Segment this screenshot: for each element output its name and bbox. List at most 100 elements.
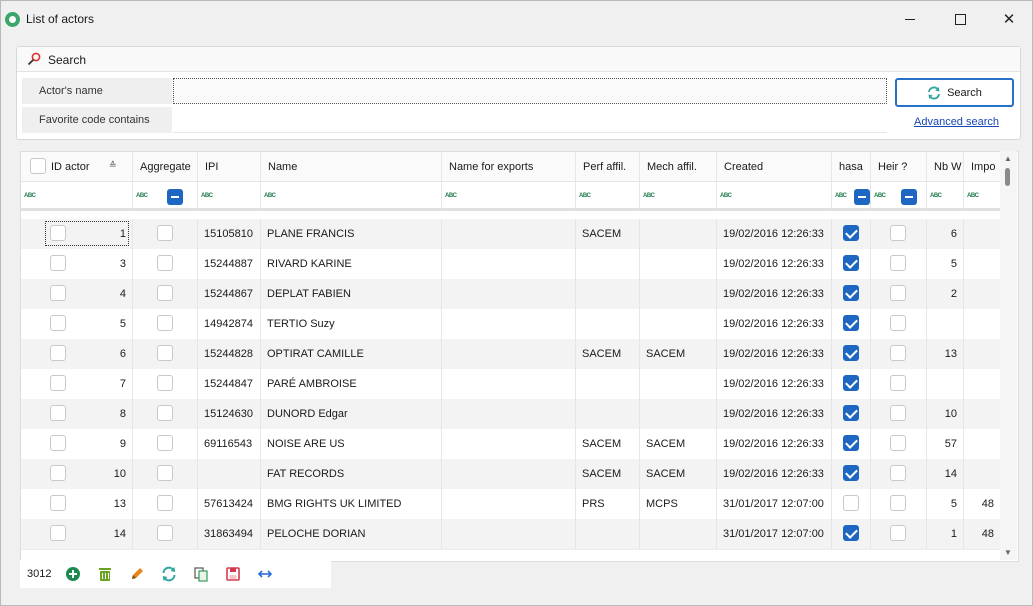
cell-export-name[interactable] bbox=[442, 279, 576, 309]
cell-ipi[interactable]: 15244867 bbox=[198, 279, 261, 309]
cell-name[interactable]: NOISE ARE US bbox=[261, 429, 442, 459]
cell-perf[interactable] bbox=[576, 399, 640, 429]
cell-nbw[interactable]: 13 bbox=[927, 339, 964, 369]
table-row[interactable]: 3 15244887 RIVARD KARINE 19/02/2016 12:26:3… bbox=[21, 249, 1001, 280]
cell-perf[interactable]: PRS bbox=[576, 489, 640, 519]
row-select-checkbox[interactable] bbox=[50, 285, 66, 301]
column-header-impo[interactable]: Impo bbox=[964, 152, 1001, 182]
aggregate-checkbox[interactable] bbox=[157, 465, 173, 481]
cell-export-name[interactable] bbox=[442, 309, 576, 339]
filter-ipi[interactable]: ABC bbox=[198, 182, 261, 211]
cell-aggregate[interactable] bbox=[133, 219, 198, 249]
cell-nbw[interactable]: 14 bbox=[927, 459, 964, 489]
vertical-scrollbar[interactable]: ▲ ▼ bbox=[1000, 151, 1017, 560]
cell-mech[interactable] bbox=[640, 399, 717, 429]
cell-perf[interactable]: SACEM bbox=[576, 339, 640, 369]
cell-heir[interactable] bbox=[871, 429, 927, 459]
cell-heir[interactable] bbox=[871, 459, 927, 489]
cell-impo[interactable]: 48 bbox=[964, 519, 1001, 549]
cell-hasa[interactable] bbox=[832, 429, 871, 459]
aggregate-checkbox[interactable] bbox=[157, 285, 173, 301]
aggregate-checkbox[interactable] bbox=[157, 405, 173, 421]
cell-created[interactable]: 19/02/2016 12:26:33 bbox=[717, 339, 832, 369]
cell-impo[interactable] bbox=[964, 309, 1001, 339]
scroll-down-icon[interactable]: ▼ bbox=[1004, 548, 1012, 557]
cell-impo[interactable] bbox=[964, 459, 1001, 489]
table-row[interactable]: 9 69116543 NOISE ARE US SACEM SACEM 19/02/201… bbox=[21, 429, 1001, 460]
cell-hasa[interactable] bbox=[832, 459, 871, 489]
column-header-nb-works[interactable]: Nb W bbox=[927, 152, 964, 182]
cell-nbw[interactable]: 2 bbox=[927, 279, 964, 309]
aggregate-checkbox[interactable] bbox=[157, 495, 173, 511]
cell-hasa[interactable] bbox=[832, 399, 871, 429]
cell-impo[interactable] bbox=[964, 369, 1001, 399]
cell-heir[interactable] bbox=[871, 369, 927, 399]
scroll-thumb[interactable] bbox=[1005, 168, 1010, 186]
hasa-checkbox[interactable] bbox=[843, 495, 859, 511]
cell-nbw[interactable]: 6 bbox=[927, 219, 964, 249]
cell-aggregate[interactable] bbox=[133, 459, 198, 489]
cell-name[interactable]: FAT RECORDS bbox=[261, 459, 442, 489]
cell-heir[interactable] bbox=[871, 489, 927, 519]
cell-created[interactable]: 19/02/2016 12:26:33 bbox=[717, 429, 832, 459]
cell-hasa[interactable] bbox=[832, 279, 871, 309]
table-row[interactable]: 14 31863494 PELOCHE DORIAN 31/01/2017 12:07… bbox=[21, 519, 1001, 550]
sort-icon[interactable]: ≙ bbox=[109, 160, 117, 170]
cell-created[interactable]: 19/02/2016 12:26:33 bbox=[717, 309, 832, 339]
cell-impo[interactable] bbox=[964, 429, 1001, 459]
table-row[interactable]: 4 15244867 DEPLAT FABIEN 19/02/2016 12:26:3… bbox=[21, 279, 1001, 310]
cell-hasa[interactable] bbox=[832, 489, 871, 519]
filter-id[interactable]: ABC bbox=[21, 182, 133, 211]
cell-aggregate[interactable] bbox=[133, 249, 198, 279]
hasa-checkbox[interactable] bbox=[843, 435, 859, 451]
cell-aggregate[interactable] bbox=[133, 369, 198, 399]
cell-heir[interactable] bbox=[871, 339, 927, 369]
select-all-checkbox[interactable] bbox=[30, 158, 46, 174]
cell-mech[interactable] bbox=[640, 279, 717, 309]
heir-checkbox[interactable] bbox=[890, 315, 906, 331]
hasa-checkbox[interactable] bbox=[843, 315, 859, 331]
cell-nbw[interactable] bbox=[927, 309, 964, 339]
aggregate-checkbox[interactable] bbox=[157, 435, 173, 451]
cell-export-name[interactable] bbox=[442, 249, 576, 279]
cell-heir[interactable] bbox=[871, 219, 927, 249]
heir-checkbox[interactable] bbox=[890, 495, 906, 511]
scroll-up-icon[interactable]: ▲ bbox=[1004, 154, 1012, 163]
cell-export-name[interactable] bbox=[442, 399, 576, 429]
column-header-export-name[interactable]: Name for exports bbox=[442, 152, 576, 182]
filter-perf-affil[interactable]: ABC bbox=[576, 182, 640, 211]
cell-mech[interactable] bbox=[640, 519, 717, 549]
cell-id[interactable]: 5 bbox=[21, 309, 133, 339]
table-row[interactable]: 1 15105810 PLANE FRANCIS SACEM 19/02/2016 12… bbox=[21, 219, 1001, 250]
cell-hasa[interactable] bbox=[832, 219, 871, 249]
cell-mech[interactable] bbox=[640, 369, 717, 399]
column-header-perf-affil[interactable]: Perf affil. bbox=[576, 152, 640, 182]
aggregate-checkbox[interactable] bbox=[157, 315, 173, 331]
aggregate-checkbox[interactable] bbox=[157, 375, 173, 391]
cell-perf[interactable]: SACEM bbox=[576, 219, 640, 249]
trash-icon[interactable] bbox=[97, 566, 113, 582]
row-select-checkbox[interactable] bbox=[50, 465, 66, 481]
heir-checkbox[interactable] bbox=[890, 525, 906, 541]
cell-mech[interactable]: MCPS bbox=[640, 489, 717, 519]
hasa-checkbox[interactable] bbox=[843, 255, 859, 271]
cell-ipi[interactable]: 69116543 bbox=[198, 429, 261, 459]
cell-perf[interactable]: SACEM bbox=[576, 429, 640, 459]
cell-ipi[interactable]: 15244887 bbox=[198, 249, 261, 279]
hasa-checkbox[interactable] bbox=[843, 375, 859, 391]
cell-impo[interactable]: 48 bbox=[964, 489, 1001, 519]
cell-impo[interactable] bbox=[964, 339, 1001, 369]
title-bar[interactable]: List of actors ✕ bbox=[1, 1, 1032, 37]
column-header-name[interactable]: Name bbox=[261, 152, 442, 182]
cell-created[interactable]: 19/02/2016 12:26:33 bbox=[717, 399, 832, 429]
filter-hasa[interactable]: ABC bbox=[832, 182, 871, 211]
cell-name[interactable]: DEPLAT FABIEN bbox=[261, 279, 442, 309]
cell-heir[interactable] bbox=[871, 399, 927, 429]
cell-id[interactable]: 4 bbox=[21, 279, 133, 309]
cell-hasa[interactable] bbox=[832, 249, 871, 279]
cell-ipi[interactable] bbox=[198, 459, 261, 489]
cell-created[interactable]: 31/01/2017 12:07:00 bbox=[717, 519, 832, 549]
cell-export-name[interactable] bbox=[442, 369, 576, 399]
cell-ipi[interactable]: 15244828 bbox=[198, 339, 261, 369]
cell-perf[interactable] bbox=[576, 519, 640, 549]
